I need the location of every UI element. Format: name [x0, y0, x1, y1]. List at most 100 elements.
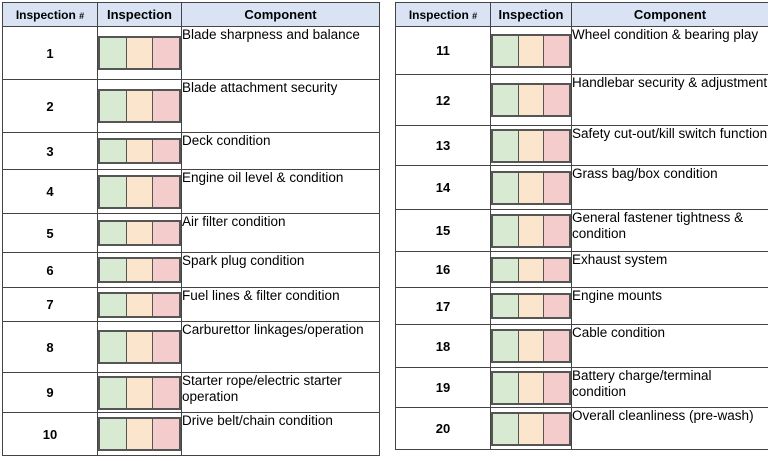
status-box-green[interactable] — [100, 419, 127, 449]
inspection-table-right: Inspection # Inspection Component 11 Whee… — [395, 2, 768, 450]
status-box-red[interactable] — [544, 130, 570, 161]
status-box-red[interactable] — [153, 259, 180, 281]
status-box-group — [98, 375, 181, 410]
status-box-red[interactable] — [544, 295, 570, 317]
status-box-green[interactable] — [100, 222, 127, 244]
inspection-row: 18 Cable condition — [395, 324, 768, 368]
status-box-group — [491, 329, 571, 363]
inspection-row: 11 Wheel condition & bearing play — [395, 26, 768, 75]
status-box-red[interactable] — [544, 215, 570, 246]
inspection-number: 10 — [2, 412, 98, 456]
status-box-green[interactable] — [493, 85, 519, 115]
component-name: Overall cleanliness (pre-wash) — [571, 407, 768, 450]
status-box-red[interactable] — [153, 332, 180, 362]
status-box-red[interactable] — [544, 258, 570, 281]
status-box-red[interactable] — [153, 176, 180, 207]
status-box-red[interactable] — [544, 35, 570, 66]
status-box-amber[interactable] — [518, 172, 545, 203]
status-box-amber[interactable] — [518, 258, 545, 281]
component-name: Wheel condition & bearing play — [571, 26, 768, 75]
inspection-number: 6 — [2, 252, 98, 288]
status-box-red[interactable] — [544, 372, 570, 403]
inspection-row: 14 Grass bag/box condition — [395, 165, 768, 210]
inspection-row: 9 Starter rope/electric starter operation — [2, 372, 380, 413]
status-box-group — [491, 370, 571, 405]
inspection-number: 16 — [395, 251, 491, 288]
status-box-red[interactable] — [153, 419, 180, 449]
status-box-amber[interactable] — [518, 215, 545, 246]
inspection-status-cell — [97, 132, 182, 170]
status-box-red[interactable] — [544, 413, 570, 444]
inspection-row: 19 Battery charge/terminal condition — [395, 367, 768, 408]
status-box-green[interactable] — [100, 91, 127, 121]
inspection-status-cell — [97, 287, 182, 322]
status-box-amber[interactable] — [126, 91, 154, 121]
status-box-group — [491, 83, 571, 117]
component-name: Engine mounts — [571, 287, 768, 325]
status-box-green[interactable] — [493, 172, 519, 203]
status-box-red[interactable] — [153, 222, 180, 244]
inspection-status-cell — [490, 324, 572, 368]
status-box-amber[interactable] — [518, 372, 545, 403]
status-box-amber[interactable] — [126, 419, 154, 449]
component-name: Starter rope/electric starter operation — [181, 372, 380, 413]
status-box-amber[interactable] — [518, 85, 545, 115]
status-box-green[interactable] — [100, 259, 127, 281]
status-box-amber[interactable] — [126, 332, 154, 362]
inspection-row: 3 Deck condition — [2, 132, 380, 170]
status-box-red[interactable] — [153, 38, 180, 68]
status-box-green[interactable] — [493, 35, 519, 66]
status-box-green[interactable] — [493, 413, 519, 444]
component-name: Battery charge/terminal condition — [571, 367, 768, 408]
status-box-amber[interactable] — [126, 222, 154, 244]
inspection-number: 7 — [2, 287, 98, 322]
status-box-group — [491, 33, 571, 68]
status-box-red[interactable] — [153, 293, 180, 316]
status-box-amber[interactable] — [126, 293, 154, 316]
number-hash-symbol: # — [472, 10, 478, 21]
inspection-header: Inspection — [490, 2, 572, 27]
status-box-green[interactable] — [493, 372, 519, 403]
component-name: Deck condition — [181, 132, 380, 170]
status-box-red[interactable] — [153, 140, 180, 162]
status-box-green[interactable] — [100, 38, 127, 68]
status-box-amber[interactable] — [126, 38, 154, 68]
status-box-amber[interactable] — [518, 130, 545, 161]
status-box-amber[interactable] — [518, 295, 545, 317]
component-name: Engine oil level & condition — [181, 169, 380, 214]
status-box-green[interactable] — [100, 377, 127, 408]
status-box-red[interactable] — [153, 377, 180, 408]
status-box-green[interactable] — [493, 258, 519, 281]
status-box-green[interactable] — [100, 140, 127, 162]
inspection-row: 5 Air filter condition — [2, 213, 380, 253]
inspection-number: 18 — [395, 324, 491, 368]
status-box-green[interactable] — [493, 130, 519, 161]
status-box-green[interactable] — [493, 331, 519, 361]
status-box-red[interactable] — [544, 85, 570, 115]
inspection-number: 20 — [395, 407, 491, 450]
status-box-amber[interactable] — [126, 176, 154, 207]
status-box-red[interactable] — [153, 91, 180, 121]
status-box-green[interactable] — [100, 332, 127, 362]
status-box-amber[interactable] — [518, 413, 545, 444]
inspection-number: 9 — [2, 372, 98, 413]
status-box-amber[interactable] — [518, 331, 545, 361]
status-box-amber[interactable] — [126, 140, 154, 162]
status-box-green[interactable] — [493, 295, 519, 317]
inspection-row: 8 Carburettor linkages/operation — [2, 321, 380, 373]
status-box-green[interactable] — [100, 293, 127, 316]
status-box-green[interactable] — [100, 176, 127, 207]
inspection-number: 5 — [2, 213, 98, 253]
inspection-number-header: Inspection # — [2, 2, 98, 27]
inspection-status-cell — [97, 412, 182, 456]
status-box-group — [491, 128, 571, 163]
status-box-red[interactable] — [544, 331, 570, 361]
inspection-number: 17 — [395, 287, 491, 325]
status-box-green[interactable] — [493, 215, 519, 246]
inspection-table-left: Inspection # Inspection Component 1 Blade… — [2, 2, 380, 456]
status-box-amber[interactable] — [126, 259, 154, 281]
status-box-amber[interactable] — [126, 377, 154, 408]
status-box-red[interactable] — [544, 172, 570, 203]
inspection-number-header-label: Inspection — [408, 7, 469, 22]
status-box-amber[interactable] — [518, 35, 545, 66]
